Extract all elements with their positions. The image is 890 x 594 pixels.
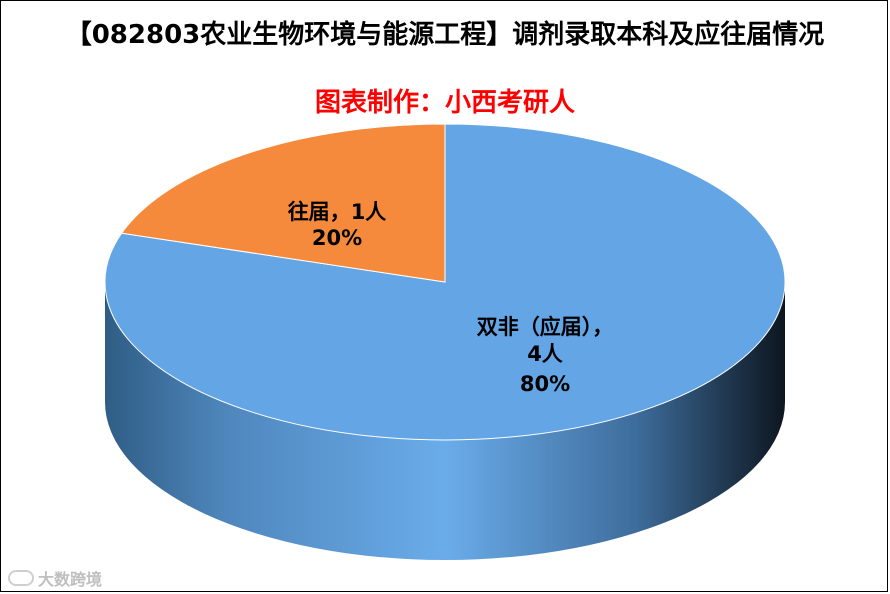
slice-label-double-non-count: 4人 bbox=[527, 342, 563, 366]
pie-side-wall bbox=[105, 282, 785, 560]
pie-slice-past bbox=[120, 123, 446, 283]
chart-title: 【082803农业生物环境与能源工程】调剂录取本科及应往届情况 bbox=[65, 20, 825, 50]
chart-subtitle: 图表制作：小西考研人 bbox=[314, 88, 575, 118]
slice-label-double-non-percent: 80% bbox=[520, 372, 570, 396]
slice-label-past-percent: 20% bbox=[312, 226, 362, 250]
watermark: 大数跨境 bbox=[8, 566, 102, 590]
slice-label-double-non-name: 双非（应届）， bbox=[477, 315, 614, 339]
watermark-logo-icon bbox=[8, 570, 34, 586]
watermark-text: 大数跨境 bbox=[38, 570, 103, 589]
slice-label-past-name: 往届，1人 bbox=[288, 200, 387, 224]
